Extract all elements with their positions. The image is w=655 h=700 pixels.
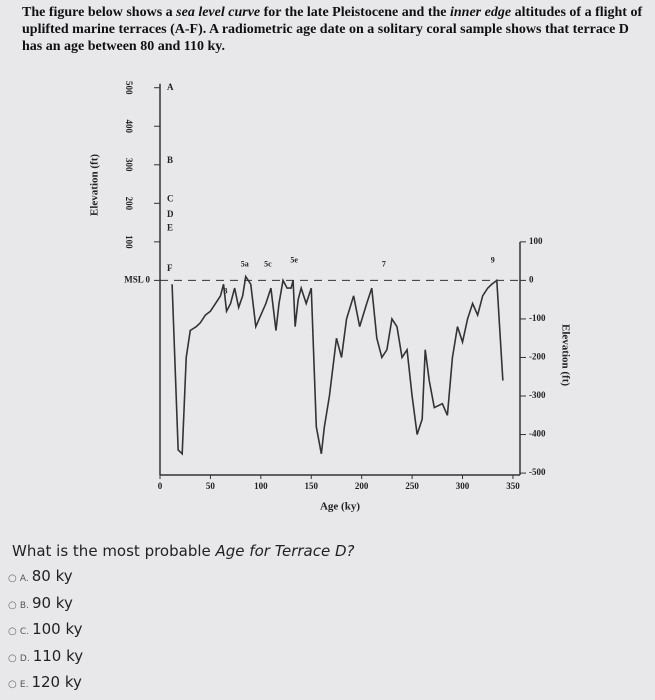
question-text: What is the most probable — [12, 542, 216, 560]
header: The figure below shows a sea level curve… — [22, 4, 647, 55]
option[interactable]: ○ C. 100 ky — [8, 620, 83, 638]
stage-label: 5c — [264, 260, 272, 269]
terrace-label: A — [167, 82, 174, 92]
y-tick-label: 200 — [124, 197, 134, 211]
x-tick-label: 0 — [158, 481, 163, 491]
y-tick-label: 500 — [124, 81, 134, 95]
option-letter: D. — [19, 653, 30, 664]
sea-level-curve — [171, 274, 504, 456]
header-text: altitudes of a flight of uplifted marine… — [22, 5, 643, 54]
x-tick-label: 350 — [506, 481, 520, 491]
radio[interactable]: ○ — [8, 626, 20, 637]
option-letter: B. — [19, 600, 29, 611]
x-tick-label: 250 — [405, 481, 419, 491]
option-letter: E. — [19, 680, 29, 690]
chart: MSL 01002003004005001000-100-200-300-400… — [89, 81, 572, 513]
option-letter: A. — [19, 574, 29, 584]
stage-label: 5a — [241, 260, 249, 269]
x-tick-label: 50 — [206, 481, 216, 491]
terrace-label: B — [167, 155, 173, 165]
y2-tick-label: -100 — [529, 313, 546, 323]
x-tick-label: 150 — [305, 481, 319, 491]
option[interactable]: ○ A. 80 ky — [8, 567, 73, 585]
y-tick-label: 400 — [124, 119, 134, 133]
option-text: 100 ky — [32, 620, 83, 638]
x-tick-label: 200 — [355, 481, 369, 491]
radio[interactable]: ○ — [8, 679, 20, 690]
stage-label: 5e — [290, 256, 298, 265]
radio[interactable]: ○ — [8, 652, 20, 664]
y2-tick-label: -300 — [529, 390, 546, 400]
y2-tick-label: -400 — [529, 429, 546, 439]
stage-label: 9 — [491, 256, 495, 265]
terrace-label: F — [167, 263, 173, 273]
y-tick-label: 300 — [124, 158, 134, 172]
x-axis-label: Age (ky) — [320, 501, 360, 513]
option-text: 80 ky — [31, 567, 73, 585]
terrace-label: E — [167, 222, 173, 232]
radio[interactable]: ○ — [8, 599, 20, 611]
header-text: inner edge — [450, 5, 512, 20]
header-text: sea level curve — [176, 5, 261, 20]
radio[interactable]: ○ — [8, 573, 20, 584]
y-tick-label: MSL 0 — [124, 274, 150, 284]
question: What is the most probable Age for Terrac… — [12, 542, 355, 560]
option[interactable]: ○ E. 120 ky — [8, 673, 82, 691]
y2-tick-label: 0 — [529, 274, 534, 284]
stage-label: 3 — [224, 286, 228, 295]
y-axis-label: Elevation (ft) — [89, 154, 101, 216]
terrace-label: D — [167, 209, 174, 219]
x-tick-label: 300 — [456, 481, 470, 491]
y2-tick-label: -500 — [529, 467, 546, 477]
stage-label: 7 — [382, 260, 386, 269]
terrace-label: C — [167, 194, 174, 204]
option-text: 90 ky — [31, 593, 73, 612]
y2-tick-label: -200 — [529, 352, 546, 362]
option-text: 120 ky — [31, 673, 82, 691]
header-text: The figure below shows a — [22, 5, 177, 20]
option[interactable]: ○ B. 90 ky — [8, 594, 73, 612]
option-letter: C. — [19, 627, 30, 637]
question-text: Age for Terrace D? — [215, 542, 355, 560]
y-tick-label: 100 — [124, 235, 134, 249]
y2-tick-label: 100 — [529, 236, 543, 246]
header-text: for the late Pleistocene and the — [260, 5, 450, 20]
option[interactable]: ○ D. 110 ky — [8, 647, 83, 665]
y2-axis-label: Elevation (ft) — [559, 324, 571, 386]
option-text: 110 ky — [32, 646, 84, 665]
x-tick-label: 100 — [254, 481, 268, 491]
